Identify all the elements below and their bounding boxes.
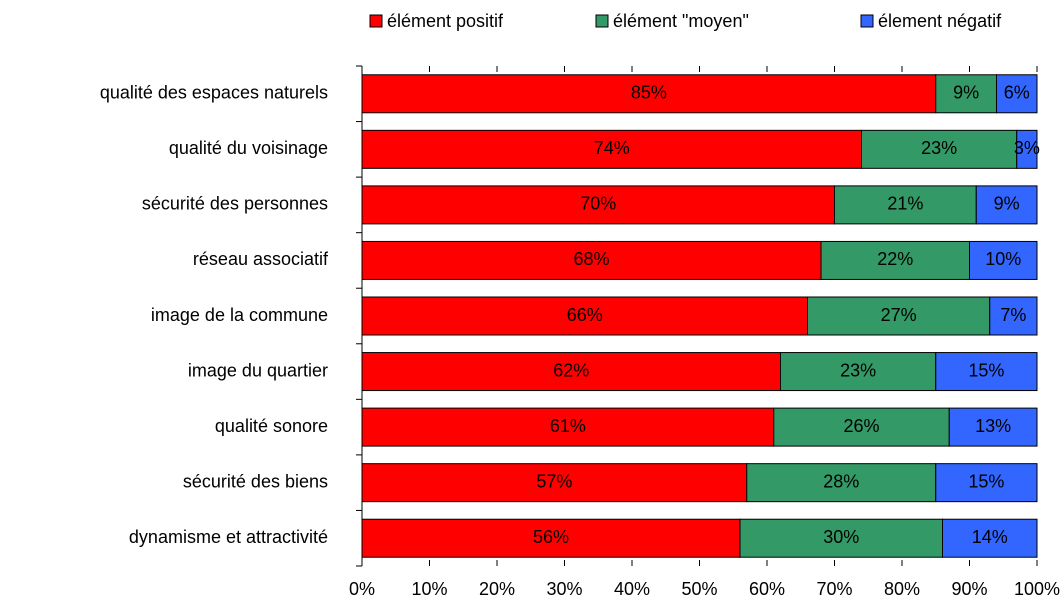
data-label: 85% (631, 83, 667, 103)
bar-segment (746, 463, 937, 503)
data-label: 57% (536, 471, 572, 491)
bar-segment (820, 240, 970, 280)
legend-label: élement négatif (878, 11, 1002, 31)
bar-segment (361, 407, 775, 447)
y-tick-label: sécurité des biens (183, 471, 328, 491)
y-tick-label: qualité sonore (215, 416, 328, 436)
y-tick-label: qualité du voisinage (169, 138, 328, 158)
x-tick-label: 30% (546, 579, 582, 599)
bar-segment (935, 463, 1038, 503)
x-tick-label: 100% (1014, 579, 1060, 599)
data-label: 3% (1014, 138, 1040, 158)
legend-swatch (860, 14, 874, 28)
data-label: 70% (580, 194, 616, 214)
data-label: 13% (975, 416, 1011, 436)
bar-segment (975, 185, 1038, 225)
y-tick-label: qualité des espaces naturels (100, 83, 328, 103)
data-label: 61% (550, 416, 586, 436)
x-tick-label: 60% (749, 579, 785, 599)
data-label: 21% (887, 194, 923, 214)
data-label: 10% (985, 249, 1021, 269)
bar-segment (361, 518, 741, 558)
bar-segment (807, 296, 991, 336)
y-tick-label: dynamisme et attractivité (129, 527, 328, 547)
bar-segment (1016, 129, 1038, 169)
x-tick-label: 90% (951, 579, 987, 599)
bar-segment (361, 463, 748, 503)
bar-segment (361, 185, 835, 225)
x-tick-label: 10% (411, 579, 447, 599)
bar-segment (361, 296, 808, 336)
data-label: 22% (877, 249, 913, 269)
data-label: 23% (921, 138, 957, 158)
data-label: 14% (972, 527, 1008, 547)
data-label: 9% (953, 83, 979, 103)
data-label: 28% (823, 471, 859, 491)
bar-segment (361, 352, 781, 392)
x-tick-label: 50% (681, 579, 717, 599)
bar-segment (989, 296, 1038, 336)
data-label: 26% (843, 416, 879, 436)
x-tick-label: 70% (816, 579, 852, 599)
bar-segment (935, 352, 1038, 392)
data-label: 56% (533, 527, 569, 547)
bar-segment (861, 129, 1018, 169)
y-tick-label: image du quartier (188, 360, 328, 380)
data-label: 15% (968, 360, 1004, 380)
y-tick-label: sécurité des personnes (142, 194, 328, 214)
data-label: 9% (994, 194, 1020, 214)
legend-label: élément "moyen" (613, 11, 749, 31)
bar-segment (773, 407, 950, 447)
bar-segment (948, 407, 1038, 447)
bar-segment (996, 74, 1038, 114)
x-tick-label: 80% (884, 579, 920, 599)
x-tick-label: 20% (479, 579, 515, 599)
data-label: 62% (553, 360, 589, 380)
legend-swatch (369, 14, 383, 28)
x-tick-label: 0% (349, 579, 375, 599)
data-label: 6% (1004, 83, 1030, 103)
data-label: 30% (823, 527, 859, 547)
legend-swatch (595, 14, 609, 28)
data-label: 23% (840, 360, 876, 380)
bar-segment (969, 240, 1038, 280)
data-label: 15% (968, 471, 1004, 491)
y-tick-label: réseau associatif (193, 249, 329, 269)
bar-segment (942, 518, 1038, 558)
data-label: 74% (594, 138, 630, 158)
data-label: 68% (573, 249, 609, 269)
data-label: 66% (567, 305, 603, 325)
data-label: 27% (881, 305, 917, 325)
y-tick-label: image de la commune (151, 305, 328, 325)
bar-segment (361, 240, 822, 280)
data-label: 7% (1000, 305, 1026, 325)
legend-label: élément positif (387, 11, 504, 31)
bar-segment (834, 185, 977, 225)
x-tick-label: 40% (614, 579, 650, 599)
